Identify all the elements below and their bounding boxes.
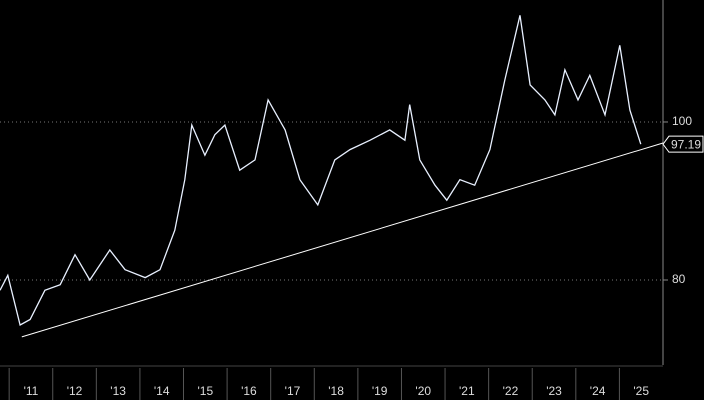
x-tick-label: '24: [590, 384, 606, 398]
x-tick-label: '17: [285, 384, 301, 398]
y-tick-label: 80: [672, 272, 686, 286]
x-tick-label: '21: [459, 384, 475, 398]
x-tick-label: '16: [241, 384, 257, 398]
y-tick-label: 100: [672, 114, 692, 128]
trendline: [21, 142, 664, 338]
x-tick-label: '20: [415, 384, 431, 398]
x-tick-label: '18: [328, 384, 344, 398]
x-tick-label: '19: [372, 384, 388, 398]
x-tick-label: '14: [154, 384, 170, 398]
x-tick-label: '15: [197, 384, 213, 398]
last-value-label: 97.19: [671, 137, 701, 151]
x-tick-label: '25: [633, 384, 649, 398]
x-tick-label: '12: [67, 384, 83, 398]
last-value-box: [662, 135, 704, 153]
x-tick-label: '11: [24, 384, 39, 398]
x-tick-label: '13: [110, 384, 126, 398]
x-tick-label: '22: [503, 384, 519, 398]
x-tick-label: '23: [546, 384, 562, 398]
price-line: [0, 15, 642, 326]
